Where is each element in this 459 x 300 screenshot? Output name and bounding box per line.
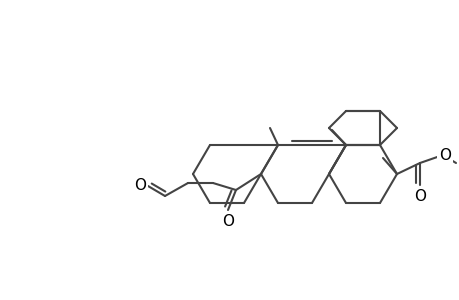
Text: O: O xyxy=(134,178,146,194)
Text: O: O xyxy=(413,189,425,204)
Text: O: O xyxy=(222,214,234,229)
Text: O: O xyxy=(438,148,450,163)
